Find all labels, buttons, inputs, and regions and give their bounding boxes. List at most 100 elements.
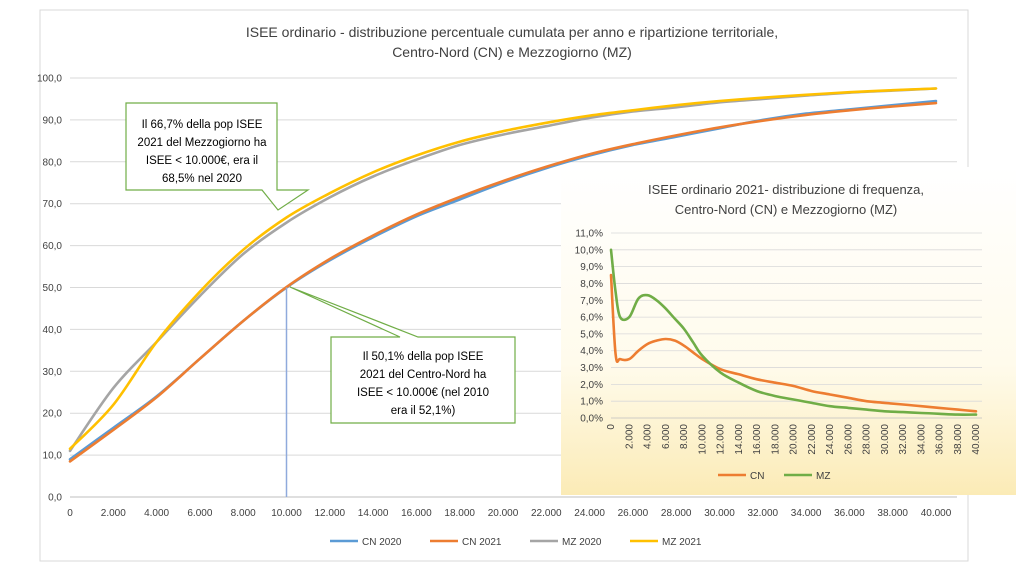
inset-x-tick-label: 0	[606, 424, 617, 430]
main-x-tick-label: 2.000	[101, 508, 126, 519]
inset-y-tick-label: 1,0%	[580, 397, 603, 408]
main-y-tick-label: 30,0	[43, 367, 63, 378]
inset-x-tick-label: 18.000	[770, 424, 781, 455]
inset-y-tick-label: 4,0%	[580, 346, 603, 357]
main-x-tick-label: 12.000	[315, 508, 346, 519]
main-x-tick-label: 18.000	[444, 508, 475, 519]
inset-x-axis-ticks: 0 2.000 4.000 6.000 8.000 10.000 12.000 14.000 1…	[606, 424, 982, 455]
inset-x-tick-label: 4.000	[643, 424, 654, 449]
main-series-line	[68, 87, 938, 451]
inset-legend-label: MZ	[816, 471, 830, 482]
inset-x-tick-label: 28.000	[862, 424, 873, 455]
callout-centronord-line-3: ISEE < 10.000€ (nel 2010	[357, 387, 489, 399]
main-x-tick-label: 8.000	[231, 508, 256, 519]
inset-series	[609, 248, 978, 416]
inset-x-tick-label: 16.000	[752, 424, 763, 455]
inset-y-tick-label: 2,0%	[580, 380, 603, 391]
main-chart-subtitle: Centro-Nord (CN) e Mezzogiorno (MZ)	[392, 44, 632, 60]
main-x-tick-label: 38.000	[877, 508, 908, 519]
main-legend-label: MZ 2020	[562, 537, 602, 548]
callout-mezzogiorno-line-1: Il 66,7% della pop ISEE	[142, 119, 263, 131]
inset-x-tick-label: 22.000	[807, 424, 818, 455]
main-series	[68, 87, 938, 463]
inset-y-tick-label: 11,0%	[575, 229, 603, 240]
main-chart-title: ISEE ordinario - distribuzione percentua…	[246, 24, 778, 40]
main-x-tick-label: 22.000	[531, 508, 562, 519]
inset-legend-label: CN	[750, 471, 764, 482]
main-y-tick-label: 0,0	[48, 493, 62, 504]
inset-y-tick-label: 3,0%	[580, 363, 603, 374]
main-x-tick-label: 26.000	[618, 508, 649, 519]
main-y-tick-label: 60,0	[43, 241, 63, 252]
main-x-tick-label: 10.000	[271, 508, 302, 519]
inset-x-tick-label: 12.000	[716, 424, 727, 455]
callout-centronord: Il 50,1% della pop ISEE 2021 del Centro-…	[289, 286, 516, 424]
main-x-tick-label: 0	[67, 508, 73, 519]
main-x-tick-label: 32.000	[748, 508, 779, 519]
inset-x-tick-label: 32.000	[898, 424, 909, 455]
inset-series-line	[609, 273, 978, 413]
main-y-tick-label: 40,0	[43, 325, 63, 336]
inset-y-axis-ticks: 0,0% 1,0% 2,0% 3,0% 4,0% 5,0% 6,0% 7,0% 8,0% 9,0%…	[575, 229, 603, 425]
main-x-tick-label: 34.000	[791, 508, 822, 519]
inset-x-tick-label: 36.000	[935, 424, 946, 455]
callout-mezzogiorno: Il 66,7% della pop ISEE 2021 del Mezzogi…	[125, 102, 310, 211]
main-x-tick-label: 24.000	[574, 508, 605, 519]
main-y-tick-label: 50,0	[43, 283, 63, 294]
inset-chart-subtitle: Centro-Nord (CN) e Mezzogiorno (MZ)	[675, 202, 898, 217]
inset-legend: CN MZ	[718, 471, 830, 482]
main-x-tick-label: 4.000	[144, 508, 169, 519]
main-x-tick-label: 36.000	[834, 508, 865, 519]
callout-mezzogiorno-line-3: ISEE < 10.000€, era il	[146, 155, 258, 167]
inset-y-tick-label: 8,0%	[580, 279, 603, 290]
inset-x-tick-label: 40.000	[971, 424, 982, 455]
main-y-tick-label: 70,0	[43, 199, 63, 210]
inset-chart-background	[561, 167, 1016, 495]
callout-centronord-line-1: Il 50,1% della pop ISEE	[363, 351, 484, 363]
main-legend: CN 2020 CN 2021 MZ 2020 MZ 2021	[330, 537, 702, 548]
callout-mezzogiorno-box	[125, 102, 310, 211]
callout-mezzogiorno-line-2: 2021 del Mezzogiorno ha	[137, 137, 267, 149]
callout-centronord-line-2: 2021 del Centro-Nord ha	[360, 369, 487, 381]
inset-x-tick-label: 20.000	[789, 424, 800, 455]
inset-series-line	[609, 248, 978, 416]
inset-y-tick-label: 6,0%	[580, 313, 603, 324]
main-x-tick-label: 28.000	[661, 508, 692, 519]
callout-centronord-box	[289, 286, 516, 424]
inset-y-tick-label: 0,0%	[580, 414, 603, 425]
inset-y-tick-label: 10,0%	[575, 245, 603, 256]
inset-x-tick-label: 24.000	[825, 424, 836, 455]
inset-x-tick-label: 10.000	[697, 424, 708, 455]
inset-grid	[611, 232, 982, 419]
inset-x-tick-label: 38.000	[953, 424, 964, 455]
callout-centronord-line-4: era il 52,1%)	[391, 405, 456, 417]
main-series-line	[68, 101, 938, 463]
inset-x-tick-label: 30.000	[880, 424, 891, 455]
main-x-tick-label: 14.000	[358, 508, 389, 519]
main-legend-label: MZ 2021	[662, 537, 702, 548]
inset-x-tick-label: 8.000	[679, 424, 690, 449]
main-y-tick-label: 80,0	[43, 157, 63, 168]
inset-x-tick-label: 14.000	[734, 424, 745, 455]
main-x-tick-label: 16.000	[401, 508, 432, 519]
main-y-tick-label: 90,0	[43, 115, 63, 126]
main-legend-label: CN 2020	[362, 537, 402, 548]
main-y-tick-label: 20,0	[43, 409, 63, 420]
main-x-tick-label: 40.000	[921, 508, 952, 519]
inset-chart-title: ISEE ordinario 2021- distribuzione di fr…	[648, 182, 924, 197]
main-legend-label: CN 2021	[462, 537, 502, 548]
inset-x-tick-label: 26.000	[843, 424, 854, 455]
main-y-axis-ticks: 0,0 10,0 20,0 30,0 40,0 50,0 60,0 70,0 80,0 90,0 1…	[37, 74, 62, 504]
main-y-tick-label: 10,0	[43, 451, 63, 462]
inset-x-tick-label: 6.000	[661, 424, 672, 449]
main-y-tick-label: 100,0	[37, 74, 62, 85]
main-x-tick-label: 20.000	[488, 508, 519, 519]
inset-y-tick-label: 9,0%	[580, 262, 603, 273]
main-x-tick-label: 6.000	[187, 508, 212, 519]
inset-x-tick-label: 34.000	[916, 424, 927, 455]
main-x-tick-label: 30.000	[704, 508, 735, 519]
inset-x-tick-label: 2.000	[624, 424, 635, 449]
inset-chart: ISEE ordinario 2021- distribuzione di fr…	[561, 167, 1016, 495]
